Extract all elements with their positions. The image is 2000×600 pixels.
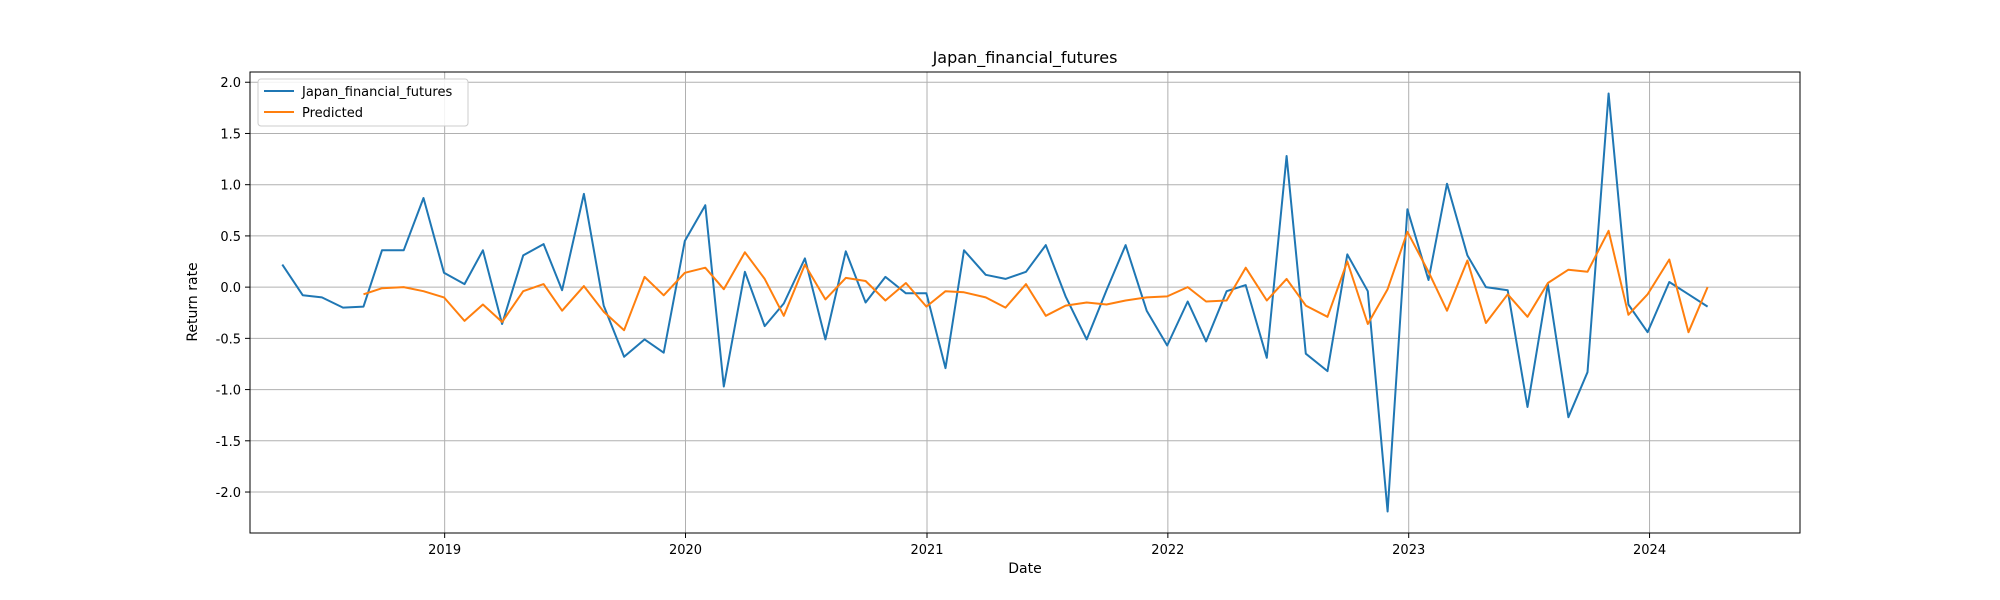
y-tick-label: 1.0 bbox=[220, 179, 241, 194]
x-tick-label: 2022 bbox=[1151, 543, 1184, 558]
y-tick-label: -0.5 bbox=[216, 332, 241, 347]
legend-label-japan-financial-futures: Japan_financial_futures bbox=[301, 85, 452, 100]
y-tick-label: 1.5 bbox=[220, 127, 241, 142]
x-tick-label: 2023 bbox=[1392, 543, 1425, 558]
y-tick-label: 2.0 bbox=[220, 76, 241, 91]
x-axis-label: Date bbox=[1008, 561, 1041, 577]
x-tick-label: 2021 bbox=[910, 543, 943, 558]
series-line-japan-financial-futures bbox=[281, 92, 1709, 513]
series-layer bbox=[281, 92, 1709, 513]
legend: Japan_financial_futures Predicted bbox=[257, 78, 469, 127]
series-line-predicted bbox=[363, 229, 1709, 334]
y-tick-label: 0.5 bbox=[220, 230, 241, 245]
chart-title: Japan_financial_futures bbox=[932, 48, 1118, 68]
x-tick-label: 2019 bbox=[428, 543, 461, 558]
y-tick-label: 0.0 bbox=[220, 281, 241, 296]
grid bbox=[250, 72, 1800, 533]
y-tick-label: -1.5 bbox=[216, 435, 241, 450]
plot-frame bbox=[249, 71, 1801, 534]
y-axis-ticks: -2.0 -1.5 -1.0 -0.5 0.0 0.5 1.0 1.5 2.0 bbox=[216, 76, 250, 501]
y-tick-label: -2.0 bbox=[216, 486, 241, 501]
legend-box bbox=[257, 78, 469, 127]
x-tick-label: 2020 bbox=[669, 543, 702, 558]
y-axis-label: Return rate bbox=[185, 262, 201, 341]
x-tick-label: 2024 bbox=[1633, 543, 1666, 558]
y-tick-label: -1.0 bbox=[216, 384, 241, 399]
legend-label-predicted: Predicted bbox=[302, 106, 363, 121]
x-axis-ticks: 2019 2020 2021 2022 2023 2024 bbox=[428, 533, 1666, 558]
